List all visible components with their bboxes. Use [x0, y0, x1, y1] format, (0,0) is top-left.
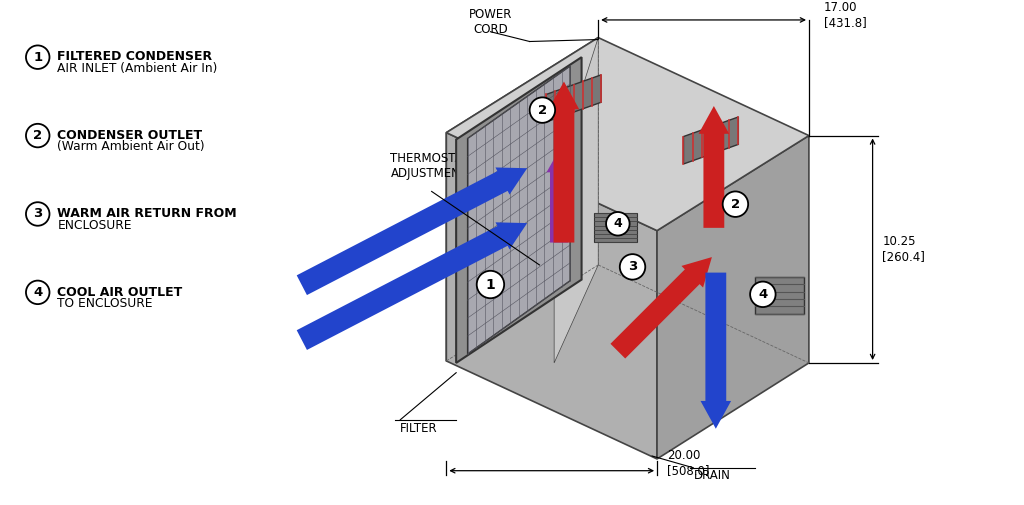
FancyArrowPatch shape	[610, 257, 712, 359]
Polygon shape	[468, 66, 570, 354]
FancyArrowPatch shape	[297, 222, 527, 350]
Text: POWER
CORD: POWER CORD	[469, 8, 512, 36]
Circle shape	[26, 45, 49, 69]
Text: AIR INLET (Ambient Air In): AIR INLET (Ambient Air In)	[57, 62, 218, 75]
Circle shape	[26, 124, 49, 147]
Circle shape	[26, 202, 49, 226]
Text: DRAIN: DRAIN	[694, 469, 731, 482]
Circle shape	[751, 282, 775, 307]
Text: CONDENSER OUTLET: CONDENSER OUTLET	[57, 129, 203, 142]
Text: 20.00
[508.0]: 20.00 [508.0]	[667, 449, 710, 477]
Text: 2: 2	[731, 197, 740, 211]
Text: (Warm Ambient Air Out): (Warm Ambient Air Out)	[57, 140, 205, 154]
Polygon shape	[546, 75, 601, 122]
FancyArrowPatch shape	[547, 150, 571, 242]
Polygon shape	[456, 57, 582, 363]
Polygon shape	[446, 37, 809, 231]
Circle shape	[477, 271, 504, 298]
Text: 3: 3	[628, 261, 637, 273]
Text: ENCLOSURE: ENCLOSURE	[57, 219, 132, 232]
Circle shape	[529, 97, 555, 123]
Polygon shape	[446, 133, 657, 459]
Text: THERMOSTAT
ADJUSTMENT: THERMOSTAT ADJUSTMENT	[390, 152, 469, 180]
Text: 1: 1	[485, 278, 496, 291]
Text: WARM AIR RETURN FROM: WARM AIR RETURN FROM	[57, 207, 237, 220]
Polygon shape	[554, 37, 598, 363]
Text: COOL AIR OUTLET: COOL AIR OUTLET	[57, 285, 182, 298]
Text: 10.25
[260.4]: 10.25 [260.4]	[883, 235, 926, 263]
Text: 3: 3	[33, 208, 42, 221]
Text: 1: 1	[33, 50, 42, 64]
Polygon shape	[755, 277, 804, 314]
Text: 2: 2	[33, 129, 42, 142]
FancyArrowPatch shape	[549, 81, 580, 242]
Text: FILTER: FILTER	[400, 422, 438, 435]
FancyArrowPatch shape	[297, 168, 527, 295]
Text: 2: 2	[538, 104, 547, 117]
Text: 4: 4	[758, 288, 767, 301]
Text: 4: 4	[33, 286, 42, 299]
Circle shape	[620, 254, 645, 280]
FancyArrowPatch shape	[698, 106, 729, 228]
Circle shape	[723, 191, 749, 217]
Polygon shape	[594, 213, 637, 242]
Text: TO ENCLOSURE: TO ENCLOSURE	[57, 297, 153, 310]
Text: 17.00
[431.8]: 17.00 [431.8]	[823, 1, 866, 29]
FancyArrowPatch shape	[700, 273, 731, 429]
Polygon shape	[446, 37, 598, 361]
Text: FILTERED CONDENSER: FILTERED CONDENSER	[57, 50, 212, 63]
Polygon shape	[657, 135, 809, 459]
Polygon shape	[683, 117, 738, 164]
Circle shape	[606, 212, 630, 235]
Text: 4: 4	[613, 217, 623, 230]
Circle shape	[26, 281, 49, 304]
